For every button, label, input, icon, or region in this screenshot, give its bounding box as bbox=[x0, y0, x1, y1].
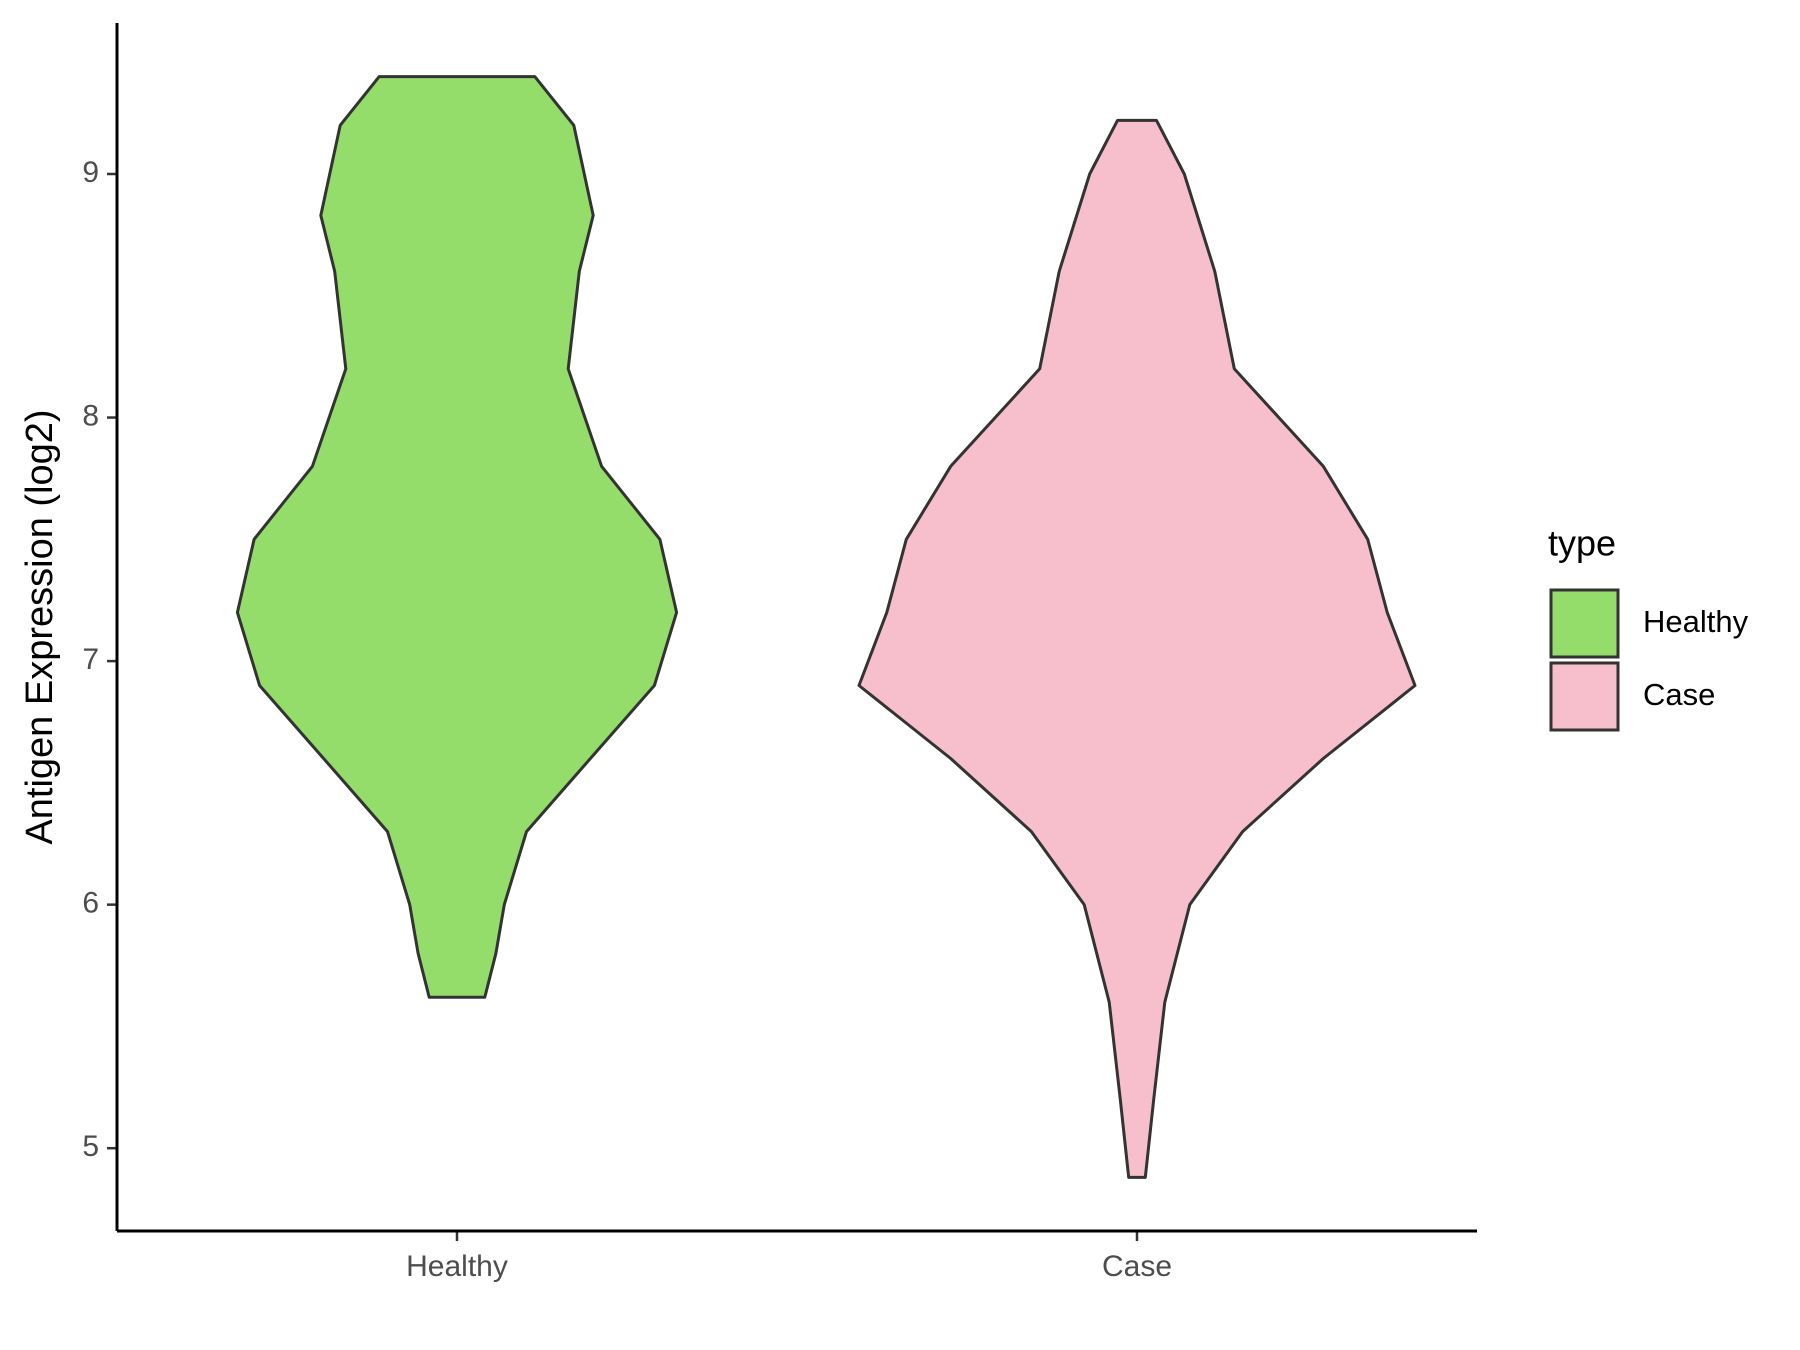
legend-label: Healthy bbox=[1643, 604, 1749, 639]
legend-key bbox=[1549, 661, 1620, 732]
x-tick-label: Healthy bbox=[406, 1250, 508, 1283]
y-tick-label: 9 bbox=[82, 156, 99, 189]
y-tick-label: 8 bbox=[82, 399, 99, 432]
violin bbox=[235, 75, 679, 999]
y-tick-label: 5 bbox=[82, 1130, 99, 1163]
y-tick-label: 7 bbox=[82, 643, 99, 676]
y-tick-label: 6 bbox=[82, 887, 99, 920]
legend-label: Case bbox=[1643, 677, 1715, 712]
legend-key bbox=[1549, 588, 1620, 659]
y-axis-label: Antigen Expression (log2) bbox=[19, 409, 61, 844]
violin bbox=[857, 118, 1417, 1179]
x-tick-label: Case bbox=[1102, 1250, 1172, 1283]
legend-title: type bbox=[1548, 523, 1616, 564]
